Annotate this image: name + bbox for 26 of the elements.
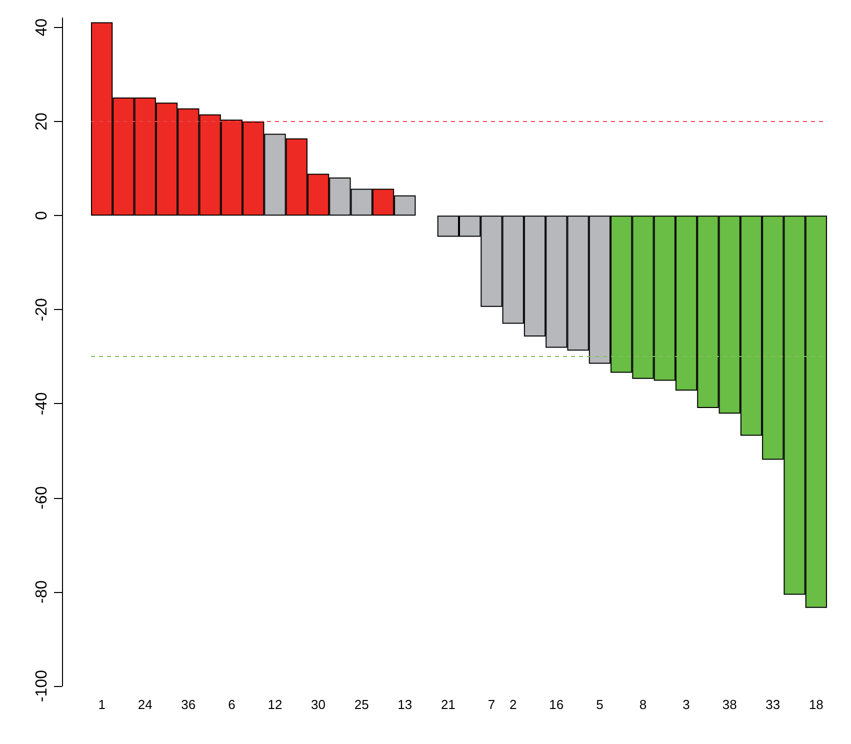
y-tick-label: 40: [34, 18, 50, 36]
x-tick-label: 33: [766, 697, 780, 712]
x-tick-label: 8: [639, 697, 647, 712]
x-tick-label: 25: [354, 697, 369, 712]
x-tick-label: 36: [181, 697, 196, 712]
y-tick-label: 0: [34, 211, 50, 220]
y-tick-label: -80: [34, 580, 50, 604]
x-tick-label: 38: [722, 697, 737, 712]
x-tick-label: 5: [596, 697, 604, 712]
x-tick-label: 1: [98, 697, 106, 712]
x-tick-label: 6: [228, 697, 236, 712]
x-tick-label: 12: [268, 697, 282, 712]
y-tick-label: -40: [34, 392, 50, 416]
x-tick-label: 7: [488, 697, 496, 712]
y-tick-label: 20: [34, 112, 50, 130]
x-tick-label: 3: [682, 697, 690, 712]
x-tick-label: 18: [808, 697, 824, 712]
x-tick-label: 21: [440, 697, 456, 712]
y-tick-label: -100: [34, 670, 50, 702]
x-tick-label: 16: [549, 697, 564, 712]
y-tick-label: -20: [34, 298, 50, 322]
y-tick-label: -60: [34, 486, 50, 510]
x-tick-label: 2: [510, 697, 517, 712]
x-tick-label: 30: [311, 697, 326, 712]
x-tick-label: 13: [398, 697, 412, 712]
x-tick-label: 24: [138, 697, 152, 712]
